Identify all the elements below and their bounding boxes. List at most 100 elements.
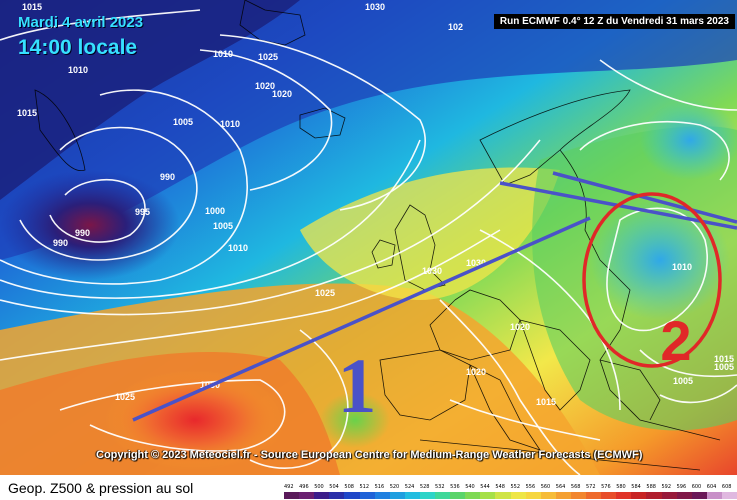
scale-tick: 516 xyxy=(374,484,385,490)
scale-tick: 512 xyxy=(359,484,370,490)
model-run-label: Run ECMWF 0.4° 12 Z du Vendredi 31 mars … xyxy=(493,14,735,29)
scale-swatch xyxy=(631,492,647,499)
scale-tick: 532 xyxy=(435,484,445,490)
scale-tick: 596 xyxy=(676,484,687,490)
isobar-label: 1030 xyxy=(422,266,442,276)
isobar-label: 1015 xyxy=(536,397,556,407)
scale-tick: 536 xyxy=(450,484,460,490)
scale-swatch xyxy=(586,492,602,499)
scale-tick: 568 xyxy=(570,484,581,490)
scale-tick: 528 xyxy=(419,484,430,490)
scale-tick: 604 xyxy=(706,484,717,490)
isobar-label: 1010 xyxy=(672,262,692,272)
scale-tick: 592 xyxy=(661,484,672,490)
isobar-label: 1030 xyxy=(365,2,385,12)
scale-swatch xyxy=(284,492,300,499)
forecast-date: Mardi 4 avril 2023 xyxy=(18,14,144,31)
isobar-label: 990 xyxy=(53,238,68,248)
scale-tick: 492 xyxy=(284,484,294,490)
map-title: Geop. Z500 & pression au sol xyxy=(8,480,194,496)
scale-tick: 572 xyxy=(586,484,596,490)
scale-swatch xyxy=(555,492,572,499)
isobar-label: 1005 xyxy=(714,362,734,372)
scale-tick: 544 xyxy=(480,484,490,490)
isobar-label: 1025 xyxy=(315,288,335,298)
isobar-label: 995 xyxy=(135,207,150,217)
scale-tick: 600 xyxy=(691,484,702,490)
isobar-label: 1005 xyxy=(673,376,693,386)
isobar-label: 102 xyxy=(448,22,463,32)
scale-tick: 520 xyxy=(389,484,400,490)
isobar-label: 1020 xyxy=(255,81,275,91)
isobar-label: 1000 xyxy=(205,206,225,216)
isobar-label: 1020 xyxy=(272,89,292,99)
scale-swatch xyxy=(404,492,421,499)
scale-swatch xyxy=(570,492,587,499)
isobar-label: 1005 xyxy=(173,117,193,127)
scale-swatch xyxy=(706,492,723,499)
scale-swatch xyxy=(480,492,496,499)
scale-tick: 560 xyxy=(540,484,551,490)
isobar-label: 1020 xyxy=(510,322,530,332)
scale-swatch xyxy=(601,492,617,499)
isobar-label: 1015 xyxy=(17,108,37,118)
scale-swatch xyxy=(329,492,345,499)
isobar-label: 1010 xyxy=(228,243,248,253)
scale-swatch xyxy=(450,492,466,499)
scale-swatch xyxy=(359,492,376,499)
isobar-label: 1010 xyxy=(213,49,233,59)
scale-tick: 552 xyxy=(510,484,521,490)
forecast-time: 14:00 locale xyxy=(18,36,138,59)
scale-tick: 500 xyxy=(314,484,324,490)
scale-tick: 588 xyxy=(646,484,656,490)
color-scale: 492 496 500 504 508 512 516 520 524 528 532 536 540 5… xyxy=(284,484,737,500)
scale-swatch xyxy=(435,492,451,499)
scale-swatch xyxy=(299,492,315,499)
scale-swatch xyxy=(344,492,360,499)
scale-tick: 564 xyxy=(555,484,566,490)
trough-axis-line xyxy=(132,216,591,422)
isobar-label: 1020 xyxy=(466,367,486,377)
scale-swatch xyxy=(525,492,542,499)
scale-swatch xyxy=(646,492,662,499)
annotation-label-1: 1 xyxy=(338,342,377,429)
isobar-label: 1010 xyxy=(220,119,240,129)
isobar-label: 1015 xyxy=(714,354,734,364)
scale-swatch xyxy=(661,492,678,499)
scale-tick: 580 xyxy=(616,484,626,490)
copyright-text: Copyright © 2023 Meteociel.fr - Source E… xyxy=(96,449,643,461)
annotation-label-2: 2 xyxy=(660,309,691,372)
scale-tick: 540 xyxy=(465,484,475,490)
scale-tick: 584 xyxy=(631,484,641,490)
low-pressure-circle xyxy=(582,192,722,368)
isobar-label: 1005 xyxy=(213,221,233,231)
scale-tick: 524 xyxy=(404,484,415,490)
scale-swatch xyxy=(510,492,527,499)
scale-tick: 496 xyxy=(299,484,309,490)
map-footer: Geop. Z500 & pression au sol 492 496 500 50… xyxy=(0,475,737,500)
scale-swatch xyxy=(495,492,511,499)
isobar-label: 1015 xyxy=(22,2,42,12)
scale-tick: 576 xyxy=(601,484,611,490)
isobar-label: 990 xyxy=(75,228,90,238)
ridge-line-east xyxy=(552,171,737,224)
scale-swatch xyxy=(314,492,330,499)
scale-swatch xyxy=(389,492,406,499)
scale-swatch xyxy=(616,492,632,499)
scale-tick: 608 xyxy=(721,484,732,490)
scale-swatch xyxy=(691,492,708,499)
scale-tick: 556 xyxy=(525,484,536,490)
scale-swatch xyxy=(721,492,737,499)
isobar-label: 1030 xyxy=(466,258,486,268)
scale-tick: 504 xyxy=(329,484,339,490)
isobar-label: 1010 xyxy=(68,65,88,75)
scale-swatch xyxy=(465,492,481,499)
scale-swatch xyxy=(676,492,693,499)
scale-swatch xyxy=(374,492,391,499)
scale-swatch xyxy=(540,492,557,499)
isobar-label: 1025 xyxy=(115,392,135,402)
scale-swatch xyxy=(419,492,436,499)
isobar-label: 990 xyxy=(160,172,175,182)
